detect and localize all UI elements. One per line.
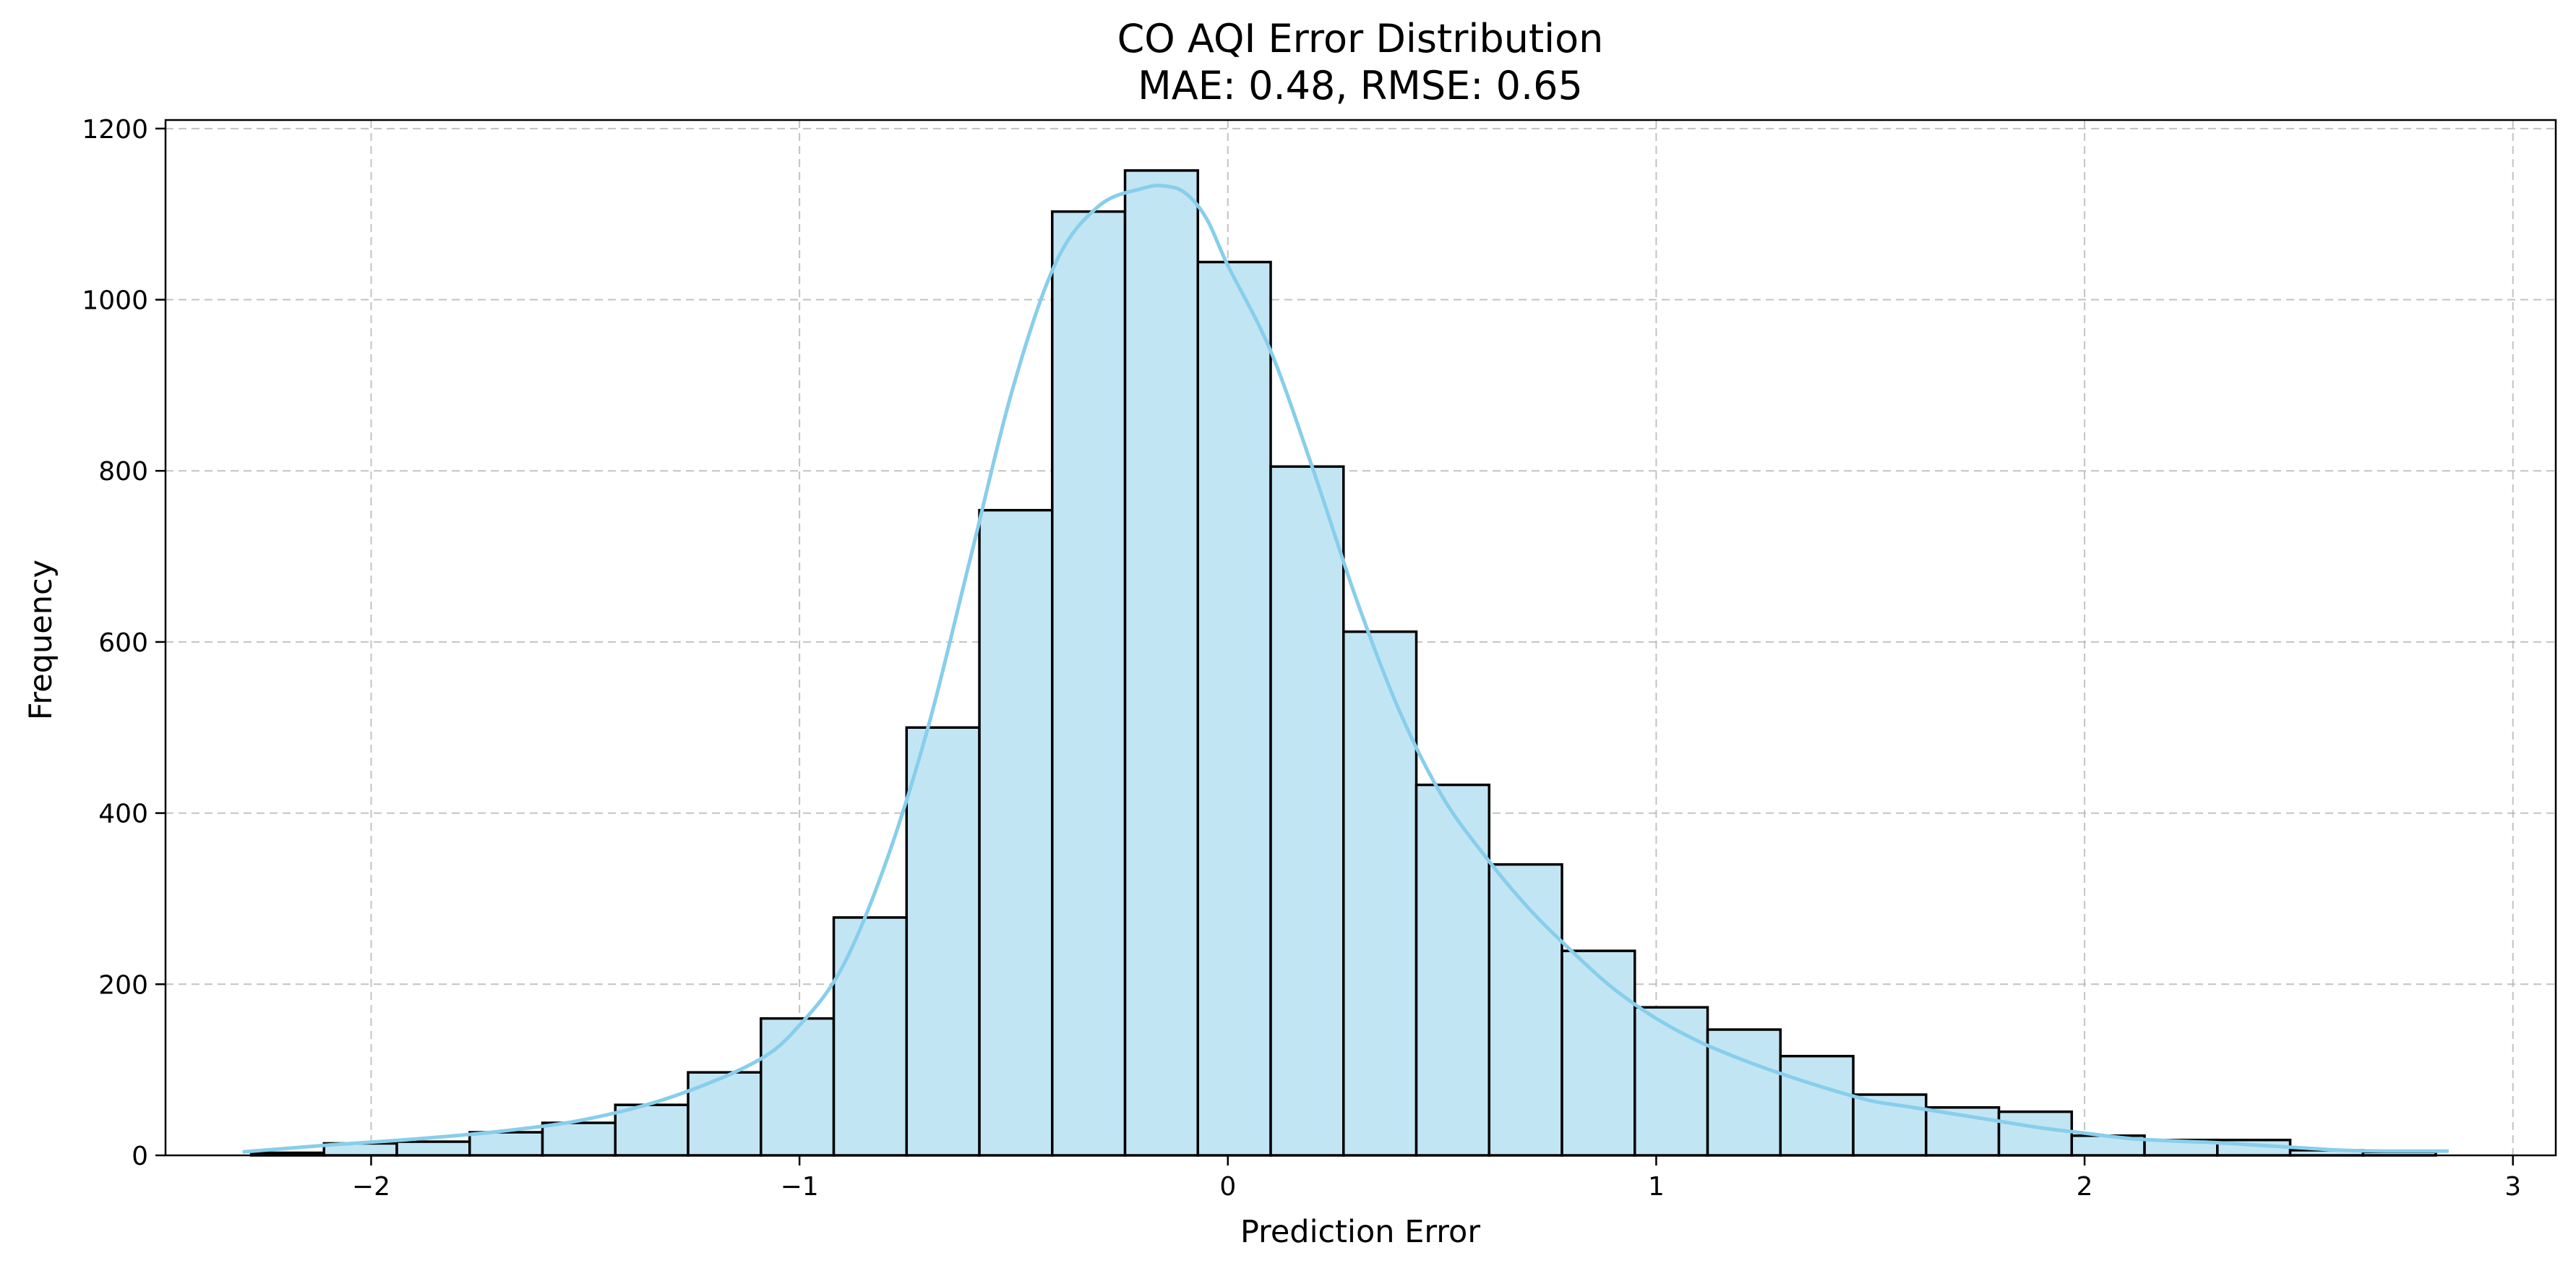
histogram-bar <box>1414 783 1491 1157</box>
y-tick-label: 200 <box>98 970 148 1000</box>
y-tick-label: 1200 <box>82 115 148 145</box>
histogram-bar <box>687 1071 763 1157</box>
x-axis-ticks: −2 −1 0 1 2 3 <box>352 1155 2521 1202</box>
y-axis-ticks: 0 200 400 600 800 1000 1200 <box>82 115 166 1171</box>
histogram-bar <box>760 1017 836 1157</box>
histogram-bar <box>1196 260 1272 1157</box>
histogram-bar <box>1997 1110 2074 1157</box>
x-axis-label: Prediction Error <box>1240 1214 1480 1250</box>
histogram-bar <box>1487 863 1563 1157</box>
histogram-bar <box>614 1103 690 1157</box>
x-tick-label: 3 <box>2504 1172 2521 1202</box>
chart-title: CO AQI Error Distribution <box>1117 16 1604 61</box>
y-tick-label: 0 <box>132 1142 148 1171</box>
y-tick-label: 1000 <box>82 286 148 316</box>
histogram-bar <box>1269 465 1345 1157</box>
y-tick-label: 800 <box>98 457 148 487</box>
histogram-bar <box>1051 210 1127 1157</box>
histogram-bar <box>541 1121 617 1157</box>
y-tick-label: 600 <box>98 628 148 658</box>
histogram-bar <box>395 1140 471 1157</box>
histogram-bar <box>468 1131 544 1157</box>
x-tick-label: 1 <box>1648 1172 1665 1202</box>
histogram-bar <box>1779 1054 1855 1157</box>
histogram-bar <box>1123 169 1200 1157</box>
histogram-bar <box>1560 949 1636 1157</box>
histogram-bar <box>1633 1006 1709 1157</box>
x-tick-label: 2 <box>2077 1172 2093 1202</box>
histogram-bar <box>978 508 1054 1157</box>
kde-curve-group <box>242 184 2449 1154</box>
x-tick-label: −1 <box>781 1172 819 1202</box>
histogram-bar <box>832 916 909 1157</box>
x-tick-label: 0 <box>1219 1172 1236 1202</box>
kde-curve <box>242 184 2449 1154</box>
y-axis-label: Frequency <box>23 560 59 720</box>
plot-frame <box>164 119 2557 1157</box>
chart-subtitle: MAE: 0.48, RMSE: 0.65 <box>1138 63 1583 108</box>
histogram-bars <box>249 169 2437 1157</box>
histogram-bar <box>905 726 981 1157</box>
histogram-bar <box>1342 630 1418 1157</box>
y-tick-label: 400 <box>98 800 148 829</box>
x-tick-label: −2 <box>352 1172 390 1202</box>
